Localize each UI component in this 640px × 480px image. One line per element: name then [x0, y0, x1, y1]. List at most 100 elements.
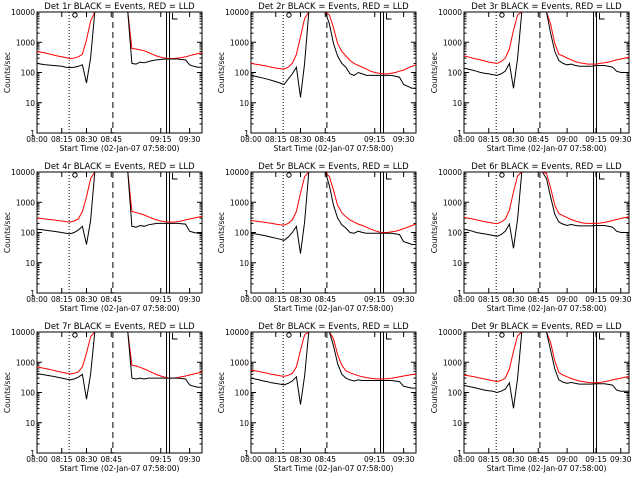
x-tick-label: 08:00 — [240, 295, 262, 304]
y-tick-label: 10 — [25, 419, 35, 428]
series-lld-line — [250, 331, 417, 380]
y-axis-label: Counts/sec — [217, 212, 226, 253]
x-tick-label: 09:15 — [364, 135, 386, 144]
peak-marker — [286, 332, 292, 338]
x-tick-label: 08:30 — [503, 135, 525, 144]
y-tick-label: 1000 — [16, 38, 35, 47]
y-tick-label: 10000 — [11, 8, 35, 17]
y-tick-label: 10000 — [225, 328, 249, 337]
x-tick-label: 08:45 — [314, 135, 336, 144]
y-tick-label: 100 — [235, 69, 250, 78]
x-tick-label: 09:15 — [150, 135, 172, 144]
y-tick-label: 10 — [25, 259, 35, 268]
x-axis-label: Start Time (02-Jan-07 07:58:00) — [60, 144, 180, 153]
x-tick-label: 08:30 — [503, 455, 525, 464]
y-axis-label: Counts/sec — [430, 212, 439, 253]
series-lld-line — [463, 11, 630, 65]
series-events-line — [36, 171, 202, 245]
y-tick-label: 10000 — [11, 168, 35, 177]
x-tick-label: 09:15 — [364, 455, 386, 464]
x-tick-label: 09:15 — [150, 295, 172, 304]
x-tick-label: 09:15 — [585, 135, 607, 144]
x-tick-label: 08:15 — [478, 295, 500, 304]
y-tick-label: 1000 — [443, 198, 462, 207]
y-tick-label: 100 — [235, 389, 250, 398]
plot-frame — [36, 11, 203, 134]
x-tick-label: 08:00 — [240, 455, 262, 464]
y-tick-label: 10000 — [438, 8, 462, 17]
y-axis-label: Counts/sec — [430, 372, 439, 413]
series-lld-line — [250, 171, 417, 233]
x-axis-label: Start Time (02-Jan-07 07:58:00) — [274, 464, 394, 473]
corner-marker — [386, 333, 392, 340]
corner-marker — [386, 13, 392, 20]
peak-marker — [72, 12, 78, 18]
peak-marker — [499, 172, 505, 178]
y-tick-label: 1000 — [16, 198, 35, 207]
x-tick-label: 08:45 — [100, 455, 122, 464]
x-tick-label: 09:15 — [150, 455, 172, 464]
panel-9: Det 9r BLACK = Events, RED = LLD 1 10 100 10… — [430, 322, 632, 473]
y-tick-label: 1000 — [230, 198, 249, 207]
y-tick-label: 1000 — [230, 38, 249, 47]
series-events-line — [250, 11, 416, 98]
plot-frame — [36, 331, 203, 454]
x-tick-label: 08:00 — [26, 295, 48, 304]
x-axis-label: Start Time (02-Jan-07 07:58:00) — [487, 304, 607, 313]
series-events-line — [36, 11, 202, 84]
x-tick-label: 08:00 — [240, 135, 262, 144]
x-tick-label: 08:00 — [453, 455, 475, 464]
x-tick-label: 09:30 — [179, 295, 201, 304]
y-tick-label: 100 — [448, 69, 463, 78]
x-tick-label: 09:15 — [585, 295, 607, 304]
y-axis-label: Counts/sec — [430, 52, 439, 93]
plot-frame — [463, 11, 630, 134]
x-tick-label: 08:15 — [265, 455, 287, 464]
x-tick-label: 08:15 — [51, 295, 73, 304]
panel-title: Det 6r BLACK = Events, RED = LLD — [471, 162, 622, 172]
y-tick-label: 1000 — [230, 358, 249, 367]
plot-frame — [463, 331, 630, 454]
y-tick-label: 10000 — [11, 328, 35, 337]
panel-6: Det 6r BLACK = Events, RED = LLD 1 10 100 10… — [430, 162, 632, 313]
x-tick-label: 08:45 — [314, 455, 336, 464]
y-tick-label: 10000 — [438, 168, 462, 177]
panel-1: Det 1r BLACK = Events, RED = LLD 1 10 100 10… — [3, 2, 203, 153]
y-tick-label: 10000 — [225, 8, 249, 17]
y-axis-label: Counts/sec — [3, 52, 12, 93]
x-tick-label: 08:30 — [76, 135, 98, 144]
x-tick-label: 09:15 — [364, 295, 386, 304]
y-tick-label: 1 — [244, 129, 249, 138]
series-events-line — [250, 331, 416, 405]
panel-title: Det 8r BLACK = Events, RED = LLD — [258, 322, 409, 332]
y-tick-label: 1 — [457, 289, 462, 298]
y-tick-label: 10000 — [225, 168, 249, 177]
x-tick-label: 09:30 — [179, 455, 201, 464]
y-tick-label: 10 — [239, 419, 249, 428]
peak-marker — [499, 332, 505, 338]
plot-frame — [463, 171, 630, 294]
panel-title: Det 2r BLACK = Events, RED = LLD — [258, 2, 409, 12]
y-tick-label: 10 — [25, 99, 35, 108]
x-tick-label: 08:30 — [76, 295, 98, 304]
x-tick-label: 08:30 — [290, 135, 312, 144]
x-tick-label: 08:45 — [527, 295, 549, 304]
x-axis-label: Start Time (02-Jan-07 07:58:00) — [274, 304, 394, 313]
x-axis-label: Start Time (02-Jan-07 07:58:00) — [60, 464, 180, 473]
panel-4: Det 4r BLACK = Events, RED = LLD 1 10 100 10… — [3, 162, 203, 313]
x-axis-label: Start Time (02-Jan-07 07:58:00) — [487, 464, 607, 473]
corner-marker — [386, 173, 392, 180]
panel-title: Det 5r BLACK = Events, RED = LLD — [258, 162, 409, 172]
y-tick-label: 100 — [21, 389, 36, 398]
panel-title: Det 9r BLACK = Events, RED = LLD — [471, 322, 622, 332]
x-tick-label: 08:30 — [290, 295, 312, 304]
y-tick-label: 1 — [457, 449, 462, 458]
x-tick-label: 08:15 — [478, 455, 500, 464]
panel-title: Det 3r BLACK = Events, RED = LLD — [471, 2, 622, 12]
y-tick-label: 1 — [30, 129, 35, 138]
plot-frame — [250, 331, 417, 454]
y-tick-label: 1 — [30, 289, 35, 298]
y-tick-label: 1 — [457, 129, 462, 138]
y-tick-label: 100 — [448, 229, 463, 238]
y-tick-label: 10 — [452, 419, 462, 428]
